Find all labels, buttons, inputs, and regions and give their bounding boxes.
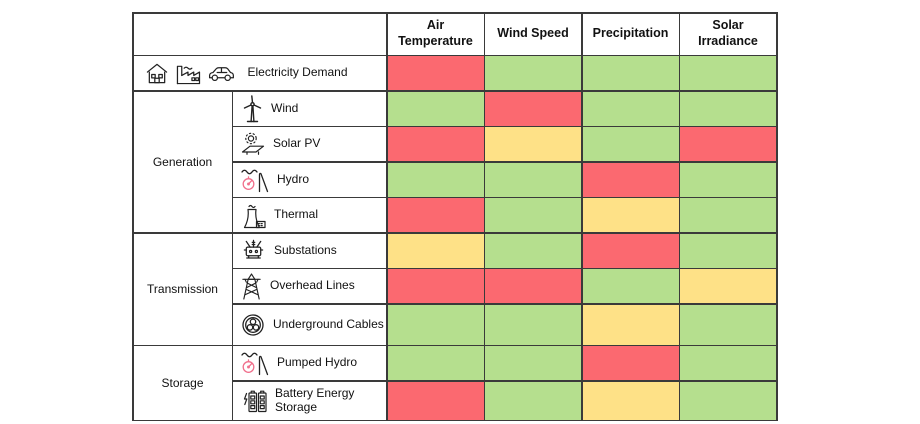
row-label: Electricity Demand <box>247 65 348 80</box>
matrix-cell <box>680 346 776 380</box>
transformer-icon <box>240 238 267 263</box>
row-label: Solar PV <box>273 136 321 151</box>
transmission-tower-icon <box>240 272 263 301</box>
row-header: Battery Energy Storage <box>233 381 386 420</box>
row-header: Solar PV <box>233 127 386 161</box>
column-header: Air Temperature <box>387 13 484 55</box>
row-header: Underground Cables <box>233 304 386 345</box>
matrix-cell <box>485 198 581 232</box>
row-header: Pumped Hydro <box>233 346 386 380</box>
row-header: Overhead Lines <box>233 269 386 303</box>
matrix-cell <box>582 233 679 268</box>
matrix-cell <box>582 304 679 345</box>
row-header: Substations <box>233 233 386 268</box>
matrix-cell <box>680 127 776 161</box>
matrix-cell <box>582 198 679 232</box>
matrix-cell <box>582 346 679 380</box>
matrix-cell <box>485 233 581 268</box>
matrix-cell <box>387 162 484 197</box>
row-label: Underground Cables <box>273 316 384 331</box>
row-label: Substations <box>274 242 337 257</box>
matrix-cell <box>387 198 484 232</box>
battery-storage-icon <box>240 387 268 415</box>
row-header: Wind <box>233 91 386 126</box>
car-icon <box>207 64 235 83</box>
factory-icon <box>174 62 202 85</box>
pumped-hydro-icon <box>240 350 270 376</box>
row-group-label: Generation <box>133 91 232 232</box>
wind-turbine-icon <box>240 94 264 123</box>
hydro-icon <box>240 167 270 193</box>
house-icon <box>145 62 169 85</box>
matrix-cell <box>387 127 484 161</box>
matrix-cell <box>485 127 581 161</box>
matrix-cell <box>387 381 484 420</box>
column-header: Wind Speed <box>485 13 581 55</box>
matrix-cell <box>387 269 484 303</box>
solar-pv-icon <box>240 131 266 157</box>
matrix-cell <box>680 381 776 420</box>
matrix-cell <box>387 304 484 345</box>
row-group-label: Storage <box>133 346 232 420</box>
table-corner <box>133 13 386 55</box>
column-header: Precipitation <box>582 13 679 55</box>
matrix-cell <box>485 346 581 380</box>
row-header: Hydro <box>233 162 386 197</box>
row-header: Thermal <box>233 198 386 232</box>
matrix-cell <box>485 56 581 90</box>
matrix-cell <box>582 269 679 303</box>
matrix-cell <box>582 381 679 420</box>
row-header: Electricity Demand <box>133 56 386 90</box>
row-label: Wind <box>271 100 299 115</box>
matrix-cell <box>582 162 679 197</box>
row-label: Battery Energy Storage <box>275 385 355 414</box>
matrix-cell <box>680 56 776 90</box>
matrix-cell <box>387 233 484 268</box>
matrix-cell <box>485 269 581 303</box>
matrix-cell <box>387 56 484 90</box>
matrix-cell <box>680 162 776 197</box>
underground-cable-icon <box>240 312 266 338</box>
matrix-cell <box>582 56 679 90</box>
matrix-cell <box>680 304 776 345</box>
row-group-label: Transmission <box>133 233 232 345</box>
matrix-cell <box>680 233 776 268</box>
matrix-cell <box>582 91 679 126</box>
matrix-cell <box>485 304 581 345</box>
matrix-cell <box>680 269 776 303</box>
thermal-plant-icon <box>240 202 267 229</box>
row-label: Thermal <box>274 207 319 222</box>
matrix-cell <box>387 91 484 126</box>
row-label: Hydro <box>277 171 310 186</box>
matrix-cell <box>680 198 776 232</box>
row-label: Overhead Lines <box>270 278 355 293</box>
matrix-cell <box>485 162 581 197</box>
row-label: Pumped Hydro <box>277 355 358 370</box>
matrix-grid: Air Temperature Wind Speed Precipitation So… <box>132 12 778 421</box>
matrix-cell <box>680 91 776 126</box>
matrix-cell <box>485 381 581 420</box>
column-header: Solar Irradiance <box>680 13 776 55</box>
matrix-cell <box>582 127 679 161</box>
matrix-cell <box>485 91 581 126</box>
matrix-cell <box>387 346 484 380</box>
